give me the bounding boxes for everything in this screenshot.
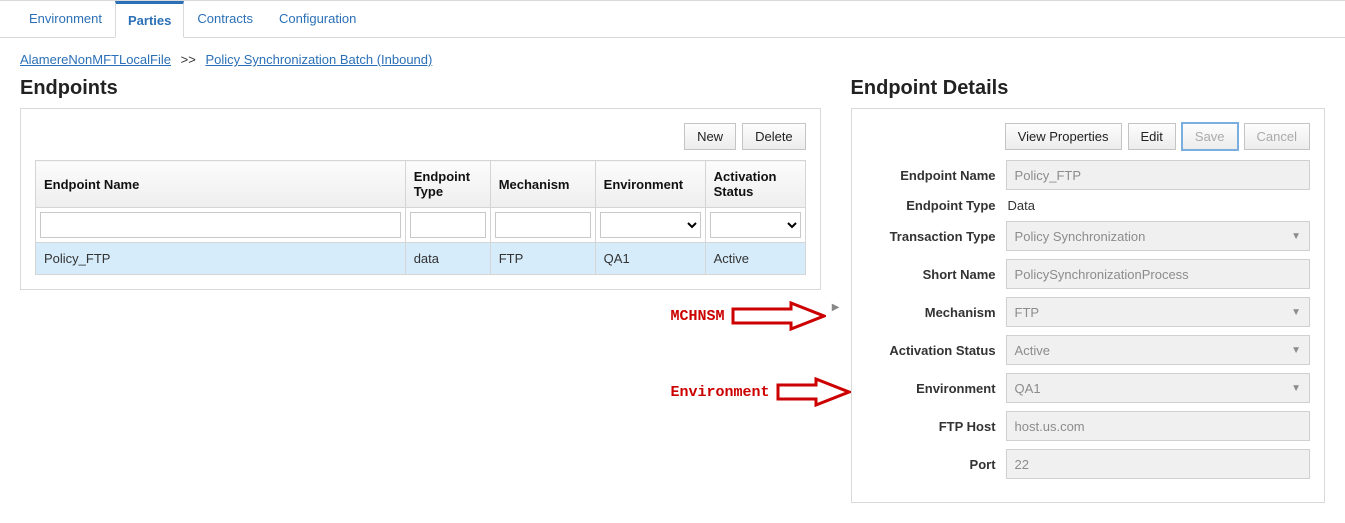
endpoint-details-title: Endpoint Details [851, 77, 1325, 100]
annotation-mchnsm-text: MCHNSM [671, 308, 725, 325]
view-properties-button[interactable]: View Properties [1005, 123, 1122, 150]
filter-endpoint-name[interactable] [40, 212, 401, 238]
breadcrumb-sep: >> [181, 52, 196, 67]
lbl-short-name: Short Name [866, 267, 1006, 282]
lbl-port: Port [866, 457, 1006, 472]
chevron-right-icon: ▶ [832, 302, 840, 313]
edit-button[interactable]: Edit [1128, 123, 1176, 150]
endpoints-table: Endpoint Name Endpoint Type Mechanism En… [35, 160, 806, 275]
field-endpoint-name[interactable] [1006, 160, 1310, 190]
field-transaction-type[interactable]: Policy Synchronization▼ [1006, 221, 1310, 251]
filter-environment[interactable] [600, 212, 701, 238]
field-ftp-host[interactable] [1006, 411, 1310, 441]
annotation-environment: Environment [671, 377, 851, 407]
breadcrumb-link-2[interactable]: Policy Synchronization Batch (Inbound) [205, 52, 432, 67]
breadcrumb-link-1[interactable]: AlamereNonMFTLocalFile [20, 52, 171, 67]
chevron-down-icon: ▼ [1291, 383, 1301, 394]
field-endpoint-type: Data [1006, 198, 1035, 213]
panel-splitter[interactable]: ▶ [831, 111, 841, 503]
col-endpoint-type[interactable]: Endpoint Type [405, 161, 490, 208]
field-activation-status[interactable]: Active▼ [1006, 335, 1310, 365]
lbl-activation-status: Activation Status [866, 343, 1006, 358]
tab-contracts[interactable]: Contracts [184, 1, 266, 38]
cancel-button: Cancel [1244, 123, 1310, 150]
delete-button[interactable]: Delete [742, 123, 806, 150]
annotation-mchnsm: MCHNSM [671, 301, 826, 331]
tab-bar: Environment Parties Contracts Configurat… [0, 1, 1345, 38]
field-environment[interactable]: QA1▼ [1006, 373, 1310, 403]
arrow-icon [776, 377, 851, 407]
save-button[interactable]: Save [1182, 123, 1238, 150]
filter-activation-status[interactable] [710, 212, 801, 238]
lbl-endpoint-name: Endpoint Name [866, 168, 1006, 183]
annotation-environment-text: Environment [671, 384, 770, 401]
chevron-down-icon: ▼ [1291, 307, 1301, 318]
lbl-mechanism: Mechanism [866, 305, 1006, 320]
tab-environment[interactable]: Environment [16, 1, 115, 38]
col-endpoint-name[interactable]: Endpoint Name [36, 161, 406, 208]
chevron-down-icon: ▼ [1291, 231, 1301, 242]
cell-status: Active [705, 243, 805, 275]
col-activation-status[interactable]: Activation Status [705, 161, 805, 208]
cell-name: Policy_FTP [36, 243, 406, 275]
table-row[interactable]: Policy_FTP data FTP QA1 Active [36, 243, 806, 275]
col-mechanism[interactable]: Mechanism [490, 161, 595, 208]
breadcrumb: AlamereNonMFTLocalFile >> Policy Synchro… [0, 38, 1345, 77]
col-environment[interactable]: Environment [595, 161, 705, 208]
chevron-down-icon: ▼ [1291, 345, 1301, 356]
filter-mechanism[interactable] [495, 212, 591, 238]
filter-row [36, 208, 806, 243]
cell-mech: FTP [490, 243, 595, 275]
lbl-transaction-type: Transaction Type [866, 229, 1006, 244]
filter-endpoint-type[interactable] [410, 212, 486, 238]
field-mechanism[interactable]: FTP▼ [1006, 297, 1310, 327]
cell-env: QA1 [595, 243, 705, 275]
lbl-environment: Environment [866, 381, 1006, 396]
arrow-icon [731, 301, 826, 331]
tab-parties[interactable]: Parties [115, 1, 184, 38]
field-port[interactable] [1006, 449, 1310, 479]
cell-type: data [405, 243, 490, 275]
lbl-endpoint-type: Endpoint Type [866, 198, 1006, 213]
endpoints-title: Endpoints [20, 77, 821, 100]
lbl-ftp-host: FTP Host [866, 419, 1006, 434]
tab-configuration[interactable]: Configuration [266, 1, 369, 38]
new-button[interactable]: New [684, 123, 736, 150]
field-short-name[interactable] [1006, 259, 1310, 289]
